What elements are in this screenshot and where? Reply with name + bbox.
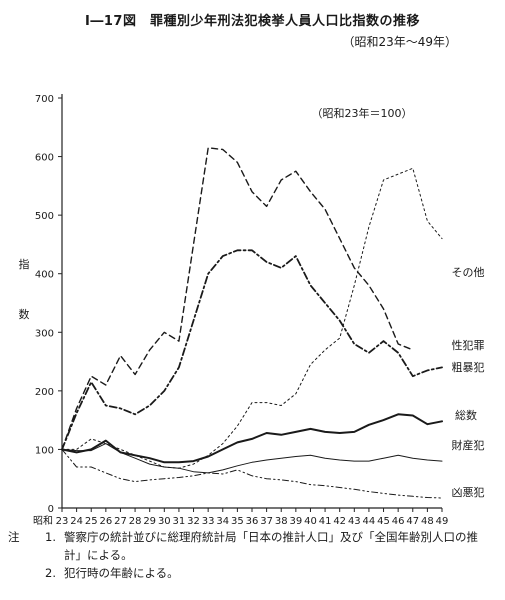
x-tick-label: 23 <box>56 516 69 527</box>
y-axis-label: 指 <box>19 257 30 271</box>
x-tick-label: 37 <box>260 516 273 527</box>
y-tick-label: 100 <box>35 445 54 456</box>
x-tick-label: 36 <box>246 516 259 527</box>
y-tick-label: 500 <box>35 211 54 222</box>
y-tick-label: 300 <box>35 328 54 339</box>
x-tick-label: 33 <box>202 516 215 527</box>
x-tick-label: 34 <box>216 516 229 527</box>
x-tick-label: 44 <box>363 516 376 527</box>
note-number: 2. <box>45 566 56 580</box>
note-text: 警察庁の統計並びに総理府統計局「日本の推計人口」及び「全国年齢別人口の推計」によ… <box>64 530 478 562</box>
series-label: 粗暴犯 <box>452 361 485 374</box>
base-note: （昭和23年＝100） <box>312 106 413 120</box>
x-tick-label: 45 <box>377 516 390 527</box>
note-text: 犯行時の年齢による。 <box>64 566 179 580</box>
x-tick-label: 35 <box>231 516 244 527</box>
note-label: 注 <box>8 530 20 544</box>
series-line <box>61 443 443 474</box>
y-axis-label: 数 <box>19 308 30 321</box>
series-line <box>61 249 443 451</box>
y-tick-label: 200 <box>35 387 54 398</box>
series-label: 財産犯 <box>452 438 485 452</box>
x-tick-label: 24 <box>70 516 83 527</box>
x-tick-label: 27 <box>114 516 127 527</box>
x-tick-label: 38 <box>275 516 288 527</box>
series-label: その他 <box>452 266 485 279</box>
x-tick-label: 47 <box>406 516 419 527</box>
note-number: 1. <box>45 530 56 544</box>
y-tick-label: 400 <box>35 270 54 281</box>
x-tick-label: 26 <box>99 516 112 527</box>
x-tick-label: 30 <box>158 516 171 527</box>
x-tick-label: 40 <box>304 516 317 527</box>
x-tick-label: 31 <box>173 516 186 527</box>
chart-series <box>61 147 443 499</box>
x-tick-label: 41 <box>319 516 332 527</box>
x-tick-label: 39 <box>289 516 302 527</box>
x-tick-label: 46 <box>392 516 405 527</box>
y-tick-label: 0 <box>48 504 54 515</box>
x-tick-label: 29 <box>143 516 156 527</box>
series-line <box>61 167 443 469</box>
series-label: 総数 <box>455 408 477 422</box>
series-label: 凶悪犯 <box>452 486 485 499</box>
x-axis-prefix: 昭和 <box>33 515 53 527</box>
series-label: 性犯罪 <box>452 338 485 352</box>
series-line <box>61 448 443 499</box>
x-tick-label: 28 <box>129 516 142 527</box>
x-tick-label: 49 <box>436 516 449 527</box>
note-item-2: 2. 犯行時の年齢による。 <box>8 564 484 582</box>
x-tick-label: 32 <box>187 516 200 527</box>
series-line <box>61 147 414 451</box>
note-item-1: 注 1. 警察庁の統計並びに総理府統計局「日本の推計人口」及び「全国年齢別人口の… <box>8 528 484 564</box>
x-tick-label: 42 <box>333 516 346 527</box>
chart-subtitle: （昭和23年～49年） <box>342 35 457 49</box>
chart-notes: 注 1. 警察庁の統計並びに総理府統計局「日本の推計人口」及び「全国年齢別人口の… <box>8 528 484 582</box>
y-tick-label: 700 <box>35 94 54 105</box>
x-tick-label: 43 <box>348 516 361 527</box>
y-tick-label: 600 <box>35 153 54 164</box>
x-tick-label: 48 <box>421 516 434 527</box>
series-line <box>61 413 443 464</box>
chart-title: Ⅰ―17図 罪種別少年刑法犯検挙人員人口比指数の推移 <box>85 14 420 29</box>
x-tick-label: 25 <box>85 516 98 527</box>
chart-axes: 0 100 200 300 400 500 600 700 23 24 25 26 27 28 29 30 31… <box>19 94 449 527</box>
